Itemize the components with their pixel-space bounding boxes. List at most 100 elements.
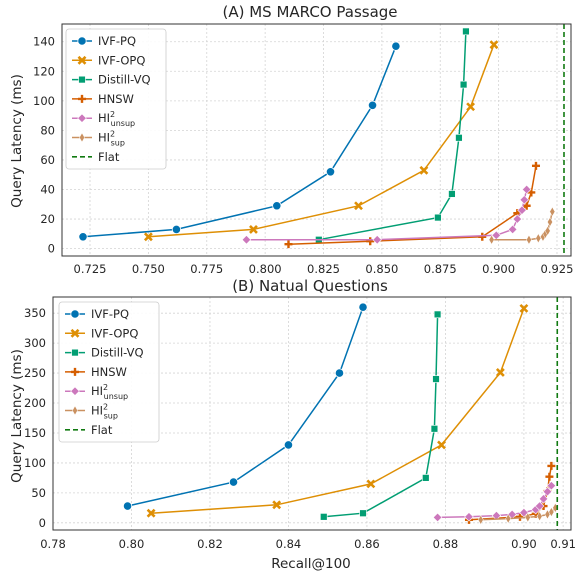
series-hi2sup <box>477 502 559 525</box>
point-ivf-opq <box>143 232 153 242</box>
point-ivf-opq <box>466 102 476 112</box>
legend-label: HNSW <box>98 92 134 106</box>
point-hi2unsup <box>538 494 549 504</box>
legend-label: Distill-VQ <box>91 346 144 360</box>
point-hi2unsup <box>507 224 518 235</box>
point-distill-vq <box>459 80 468 89</box>
series-line-hi2unsup <box>437 485 553 519</box>
legend-entry-flat: Flat <box>65 423 113 437</box>
point-distill-vq <box>462 27 470 36</box>
panel-a-frame <box>61 23 572 257</box>
y-tick-label: 350 <box>24 306 46 320</box>
x-tick-label: 0.80 <box>119 537 145 551</box>
point-distill-vq <box>433 310 442 319</box>
series-line-hi2unsup <box>246 189 528 241</box>
legend-label: HNSW <box>91 365 127 379</box>
legend-marker <box>77 55 87 65</box>
point-ivf-opq <box>437 440 446 450</box>
legend-entry-distill-vq: Distill-VQ <box>72 73 151 87</box>
point-hnsw <box>515 512 524 521</box>
y-tick-label: 0 <box>39 516 46 530</box>
x-tick-label: 0.750 <box>132 262 165 276</box>
point-hi2unsup <box>491 510 502 521</box>
point-hnsw <box>366 237 375 246</box>
legend-marker <box>71 348 79 357</box>
panel-a-ylabel: Query Latency (ms) <box>9 74 25 208</box>
legend-marker <box>70 309 80 319</box>
point-hnsw <box>478 232 487 241</box>
x-tick-label: 0.91 <box>550 537 575 551</box>
point-ivf-opq <box>519 303 529 313</box>
point-ivf-pq <box>283 440 294 450</box>
legend-box <box>65 28 167 170</box>
x-tick-label: 0.925 <box>541 262 574 276</box>
point-hi2unsup <box>372 235 382 245</box>
series-ivf-pq <box>78 41 401 242</box>
point-ivf-pq <box>358 302 368 312</box>
point-hi2sup <box>549 206 556 217</box>
legend-marker <box>78 75 86 84</box>
point-distill-vq <box>320 513 328 521</box>
legend-marker <box>72 405 78 416</box>
legend-label: IVF-PQ <box>91 307 129 321</box>
series-line-ivf-opq <box>148 44 495 238</box>
point-hi2unsup <box>534 501 545 511</box>
point-ivf-pq <box>334 368 345 378</box>
panel-b-xlabel: Recall@100 <box>271 556 351 572</box>
point-hi2sup <box>548 507 555 518</box>
point-hnsw <box>527 188 536 197</box>
x-tick-label: 0.84 <box>276 537 302 551</box>
legend-marker <box>71 367 79 376</box>
x-tick-label: 0.800 <box>249 262 282 276</box>
point-ivf-pq <box>367 100 378 110</box>
panel-natural-questions: (B) Natual Questions Query Latency (ms) … <box>9 277 575 572</box>
point-ivf-opq <box>249 224 258 234</box>
y-tick-label: 0 <box>48 242 55 256</box>
y-tick-label: 50 <box>31 486 46 500</box>
point-ivf-opq <box>146 508 156 518</box>
point-distill-vq <box>448 190 456 198</box>
point-ivf-pq <box>78 232 88 242</box>
y-tick-label: 100 <box>24 456 46 470</box>
y-tick-label: 60 <box>40 153 55 167</box>
point-hnsw <box>547 461 556 470</box>
point-ivf-opq <box>495 368 505 377</box>
point-hi2sup <box>505 513 512 524</box>
y-tick-label: 200 <box>24 396 46 410</box>
x-tick-label: 0.82 <box>197 537 223 551</box>
series-line-ivf-opq <box>151 308 525 514</box>
point-ivf-opq <box>366 479 376 489</box>
y-tick-label: 150 <box>24 426 46 440</box>
point-hi2unsup <box>432 512 443 523</box>
point-hi2sup <box>547 217 553 228</box>
point-ivf-pq <box>171 224 182 235</box>
point-hi2unsup <box>241 235 252 245</box>
point-ivf-pq <box>391 41 401 51</box>
series-hi2unsup <box>241 184 532 245</box>
point-distill-vq <box>359 509 367 517</box>
point-hi2unsup <box>517 205 527 215</box>
legend-label: IVF-OPQ <box>91 326 138 340</box>
point-ivf-pq <box>228 477 239 487</box>
y-tick-label: 100 <box>33 94 55 108</box>
point-hnsw <box>284 240 293 249</box>
legend-marker <box>70 328 80 338</box>
point-hi2unsup <box>512 214 523 224</box>
panel-b-series <box>122 297 559 530</box>
x-tick-label: 0.88 <box>433 537 459 551</box>
legend-entry-ivf-opq: IVF-OPQ <box>72 53 145 67</box>
x-tick-label: 0.825 <box>307 262 340 276</box>
legend-entry-ivf-opq: IVF-OPQ <box>65 326 138 340</box>
legend-entry-hnsw: HNSW <box>72 92 134 106</box>
x-tick-label: 0.875 <box>424 262 457 276</box>
point-ivf-opq <box>272 500 282 510</box>
panel-b-title: (B) Natual Questions <box>232 277 388 295</box>
legend-marker <box>79 132 85 143</box>
point-hi2unsup <box>464 512 474 522</box>
x-tick-label: 0.90 <box>511 537 537 551</box>
legend-label: Distill-VQ <box>98 73 151 87</box>
point-distill-vq <box>432 375 440 383</box>
